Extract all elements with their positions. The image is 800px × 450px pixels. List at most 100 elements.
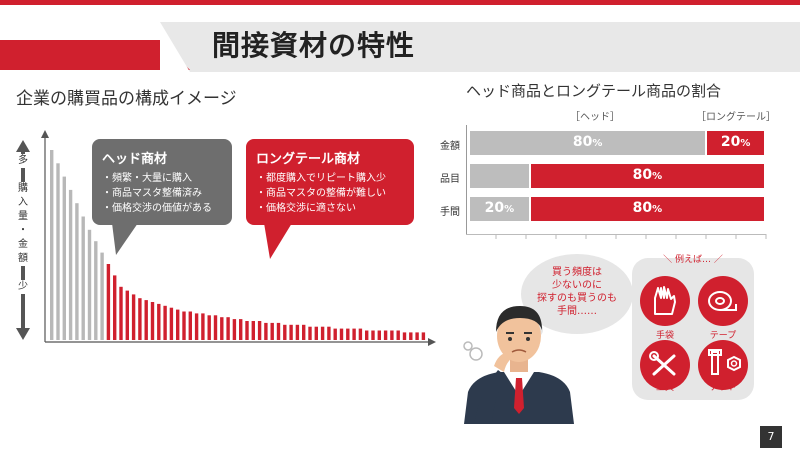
head-bar — [75, 203, 79, 340]
longtail-bar — [138, 298, 142, 340]
longtail-goods-bubble: ロングテール商材 ・都度購入でリピート購入少 ・商品マスタの整備が難しい ・価格… — [246, 139, 414, 225]
head-bar — [62, 176, 66, 340]
longtail-bar — [283, 324, 287, 340]
legend-head: ［ヘッド］ — [570, 112, 620, 123]
longtail-bar — [169, 307, 174, 340]
page-number: 7 — [760, 426, 782, 448]
tape-item — [698, 276, 748, 326]
thought-line: 探すのも買うのも — [537, 293, 617, 304]
longtail-bar — [157, 303, 161, 340]
ratio-row-label: 手間 — [440, 207, 460, 218]
longtail-bar — [213, 315, 218, 340]
longtail-bar — [314, 326, 318, 340]
glove-icon — [654, 286, 676, 315]
examples-label: ＼ 例えば… ／ — [663, 255, 723, 265]
nut-item — [698, 340, 748, 390]
example-label: ナット — [709, 383, 737, 393]
axis-label-char: 購 — [18, 183, 28, 194]
head-segment: 20% — [470, 197, 529, 221]
thought-text: 買う頻度は 少ないのに 探すのも買うのも 手間…… — [524, 266, 630, 318]
longtail-bar — [113, 275, 117, 340]
longtail-bar — [257, 321, 262, 340]
longtail-bar — [106, 264, 111, 340]
longtail-bar — [163, 305, 167, 340]
longtail-curve-chart — [41, 130, 436, 346]
longtail-bar — [320, 326, 325, 340]
head-bar — [68, 189, 73, 340]
head-bar — [81, 216, 85, 340]
head-bar — [50, 150, 54, 340]
longtail-bubble-line: ・価格交渉に適さない — [256, 203, 356, 214]
longtail-bar — [207, 315, 211, 340]
slide-title: 間接資材の特性 — [212, 29, 416, 62]
longtail-bar — [194, 313, 199, 340]
longtail-bar — [226, 317, 230, 340]
longtail-bar — [339, 328, 344, 340]
longtail-segment: 80% — [530, 164, 764, 188]
longtail-bar — [144, 300, 148, 340]
longtail-bar — [125, 290, 129, 340]
longtail-bar — [232, 319, 237, 340]
thought-line: 手間…… — [557, 306, 597, 317]
right-heading: ヘッド商品とロングテール商品の割合 — [466, 82, 722, 100]
axis-label-char: 入 — [18, 197, 28, 208]
longtail-bar — [245, 321, 249, 340]
example-label: テープ — [709, 331, 737, 341]
longtail-segment: 80% — [530, 197, 764, 221]
longtail-bar — [327, 326, 331, 340]
longtail-bar — [251, 321, 255, 340]
ratio-row-label: 金額 — [440, 141, 460, 152]
longtail-bar — [415, 332, 419, 340]
longtail-bar — [383, 330, 388, 340]
ratio-row-label: 品目 — [440, 174, 460, 185]
head-bar — [87, 229, 92, 340]
nut-icon — [708, 349, 741, 375]
longtail-bar — [264, 322, 268, 340]
thought-line: 買う頻度は — [552, 267, 602, 278]
longtail-bar — [377, 330, 381, 340]
longtail-bar — [402, 332, 407, 340]
tape-icon — [708, 291, 737, 311]
businessman-illustration — [463, 306, 574, 424]
longtail-bubble-line: ・商品マスタの整備が難しい — [256, 188, 386, 199]
legend-longtail: ［ロングテール］ — [696, 112, 776, 123]
longtail-bar — [239, 319, 243, 340]
longtail-value: 80% — [632, 167, 663, 183]
longtail-bar — [302, 324, 306, 340]
head-bubble-line: ・商品マスタ整備済み — [102, 188, 202, 199]
longtail-bar — [188, 311, 192, 340]
ratio-ticks — [495, 234, 767, 239]
axis-label-char: 金 — [18, 239, 28, 250]
tools-icon — [649, 351, 676, 376]
longtail-bar — [396, 330, 400, 340]
tools-item — [640, 340, 690, 390]
axis-label-char: 額 — [18, 253, 28, 264]
longtail-bar — [421, 332, 426, 340]
longtail-bar — [182, 311, 186, 340]
longtail-bubble-line: ・都度購入でリピート購入少 — [256, 173, 386, 184]
longtail-bar — [352, 328, 356, 340]
head-bar — [56, 163, 60, 340]
longtail-bubble-title: ロングテール商材 — [256, 152, 361, 167]
longtail-bar — [308, 326, 312, 340]
longtail-bar — [365, 330, 369, 340]
head-value: 20% — [484, 200, 515, 216]
longtail-bar — [150, 302, 155, 340]
longtail-bar — [390, 330, 394, 340]
longtail-bar — [358, 328, 363, 340]
longtail-bar — [131, 294, 136, 340]
longtail-value: 20% — [720, 134, 751, 150]
longtail-bar — [270, 322, 274, 340]
head-bar — [100, 252, 104, 340]
axis-label-char: 量 — [18, 211, 28, 222]
longtail-bar — [346, 328, 350, 340]
longtail-bar — [409, 332, 413, 340]
head-bubble-title: ヘッド商材 — [102, 152, 168, 167]
longtail-bar — [333, 328, 337, 340]
top-accent-bar — [0, 0, 800, 5]
longtail-bar — [371, 330, 375, 340]
glove-item — [640, 276, 690, 326]
longtail-bubble-tail — [264, 223, 292, 259]
axis-label-bottom: 少 — [17, 280, 29, 294]
longtail-bar — [295, 324, 300, 340]
